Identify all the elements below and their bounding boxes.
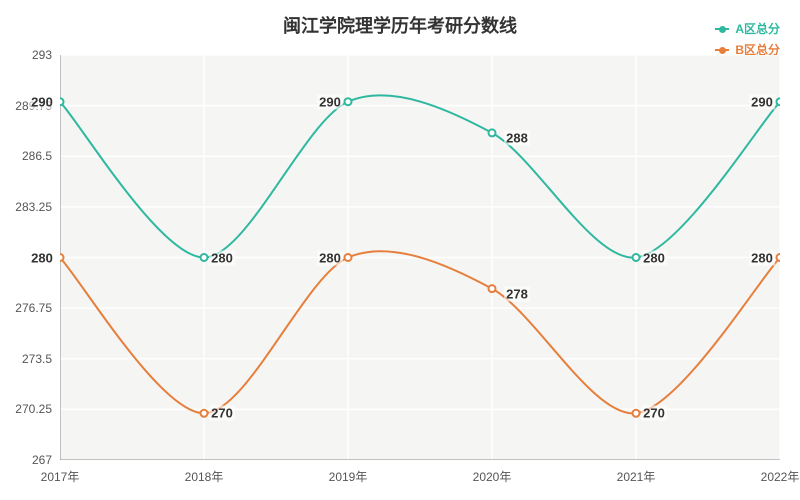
chart-container: 闽江学院理学历年考研分数线 A区总分B区总分 267270.25273.5276… [0,0,800,500]
x-axis-label: 2019年 [329,460,368,485]
data-point-label: 270 [641,406,667,421]
x-axis-label: 2022年 [761,460,800,485]
y-axis-label: 286.5 [22,149,60,163]
data-point-marker [201,410,208,417]
data-point-label: 280 [749,250,775,265]
data-point-marker [60,254,64,261]
data-point-label: 280 [209,250,235,265]
chart-svg [60,55,780,460]
legend-marker-icon [715,28,729,30]
data-point-marker [777,98,781,105]
y-axis-label: 270.25 [15,402,60,416]
x-axis-label: 2021年 [617,460,656,485]
legend-item: A区总分 [715,20,780,37]
data-point-marker [777,254,781,261]
data-point-marker [489,129,496,136]
data-point-label: 290 [29,94,55,109]
data-point-marker [633,410,640,417]
data-point-marker [345,254,352,261]
plot-area: 267270.25273.5276.75280283.25286.5289.75… [60,55,780,460]
x-axis-label: 2018年 [185,460,224,485]
data-point-label: 280 [317,250,343,265]
data-point-label: 280 [641,250,667,265]
data-point-marker [60,98,64,105]
data-point-label: 288 [504,130,530,145]
data-point-marker [489,285,496,292]
y-axis-label: 276.75 [15,301,60,315]
data-point-marker [201,254,208,261]
legend-marker-icon [715,49,729,51]
data-point-marker [345,98,352,105]
data-point-label: 290 [749,94,775,109]
data-point-label: 270 [209,406,235,421]
data-point-marker [633,254,640,261]
data-point-label: 278 [504,286,530,301]
x-axis-label: 2017年 [41,460,80,485]
legend-label: A区总分 [735,20,780,37]
y-axis-label: 273.5 [22,352,60,366]
data-point-label: 290 [317,94,343,109]
y-axis-label: 293 [32,48,60,62]
data-point-label: 280 [29,250,55,265]
x-axis-label: 2020年 [473,460,512,485]
y-axis-label: 283.25 [15,200,60,214]
chart-title: 闽江学院理学历年考研分数线 [283,12,517,38]
